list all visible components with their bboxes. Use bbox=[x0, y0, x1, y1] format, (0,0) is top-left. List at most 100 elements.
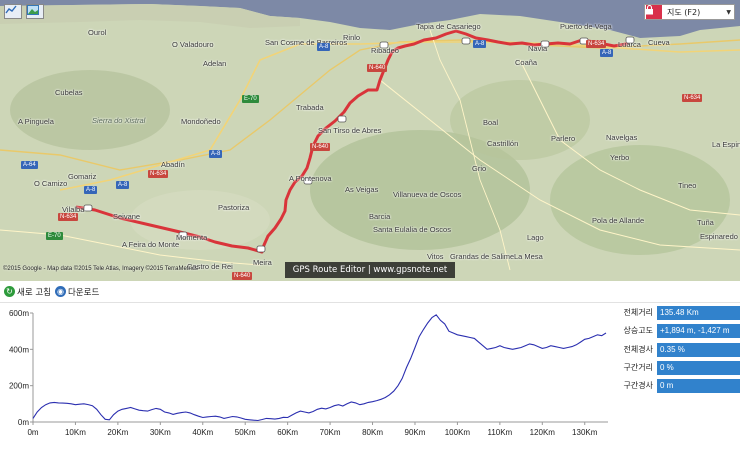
refresh-label: 새로 고침 bbox=[17, 287, 51, 298]
x-tick-label: 30Km bbox=[150, 428, 171, 437]
map-road-shield: A-8 bbox=[209, 150, 223, 158]
map-place-label: Parlero bbox=[551, 134, 576, 143]
download-label: 다운로드 bbox=[67, 287, 100, 298]
x-tick-label: 120Km bbox=[530, 428, 556, 437]
x-tick-label: 50Km bbox=[235, 428, 256, 437]
map-road-shield: N-640 bbox=[367, 64, 388, 72]
stat-segment-grade-value: 0 m bbox=[657, 378, 740, 393]
download-button[interactable]: ◉ 다운로드 bbox=[54, 286, 100, 298]
map-place-label: San Tirso de Abres bbox=[318, 126, 382, 135]
app-banner: GPS Route Editor | www.gpsnote.net bbox=[285, 262, 455, 278]
map-road-shield: N-634 bbox=[58, 213, 79, 221]
map-road-shield: A-8 bbox=[116, 181, 130, 189]
map-road-shield: N-634 bbox=[682, 94, 703, 102]
map-place-label: Puerto de Vega bbox=[560, 22, 612, 31]
map-type-label: 지도 (F2) bbox=[667, 7, 701, 17]
map-place-label: La Espina bbox=[712, 140, 740, 149]
x-tick-label: 100Km bbox=[445, 428, 471, 437]
map-place-label: A Pinguela bbox=[18, 117, 54, 126]
map-place-label: Vitos bbox=[427, 252, 444, 261]
stat-segment-distance: 구간거리 0 % bbox=[612, 360, 740, 375]
map-place-label: Grio bbox=[472, 164, 487, 173]
x-tick-label: 110Km bbox=[487, 428, 512, 437]
elevation-chart[interactable]: 0m 200m 400m 600m 0m 10Km 20Km 30Km 40Km 50Km 60Km… bbox=[0, 302, 612, 448]
map-place-label: Ribadeo bbox=[371, 46, 399, 55]
map-road-shield: E-70 bbox=[242, 95, 259, 103]
map-place-label: Barcia bbox=[369, 212, 391, 221]
map-place-label: Castro de Rei bbox=[187, 262, 233, 271]
refresh-icon: ↻ bbox=[4, 286, 15, 297]
map-place-label: Mondoñedo bbox=[181, 117, 221, 126]
map-place-label: O Camizo bbox=[34, 179, 68, 188]
stat-segment-grade-label: 구간경사 bbox=[623, 381, 653, 390]
map-place-label: Espinaredo bbox=[700, 232, 738, 241]
elevation-series-line bbox=[32, 314, 607, 422]
map-place-label: A Pontenova bbox=[289, 174, 332, 183]
x-tick-label: 20Km bbox=[107, 428, 128, 437]
map-place-label: Boal bbox=[483, 118, 499, 127]
stat-segment-grade: 구간경사 0 m bbox=[612, 378, 740, 393]
map-place-label: Luarca bbox=[618, 40, 641, 49]
route-stats-panel: 전체거리 135.48 Km 상승고도 +1,894 m, -1,427 m 전… bbox=[612, 302, 740, 448]
map-place-label: Gomariz bbox=[68, 172, 97, 181]
elevation-chart-svg: 0m 200m 400m 600m 0m 10Km 20Km 30Km 40Km 50Km 60Km… bbox=[9, 309, 608, 437]
lock-icon[interactable] bbox=[646, 5, 662, 19]
map-road-shield: N-634 bbox=[586, 40, 607, 48]
map-place-label: Lago bbox=[527, 233, 544, 242]
map-place-label: Tuña bbox=[697, 218, 714, 227]
image-tool-button[interactable] bbox=[26, 4, 44, 19]
map-place-label: Cubelas bbox=[55, 88, 83, 97]
y-tick-label: 0m bbox=[18, 418, 29, 427]
map-road-shield: N-634 bbox=[148, 170, 169, 178]
map-road-shield: A-8 bbox=[84, 186, 98, 194]
y-tick-label: 600m bbox=[9, 309, 29, 318]
stat-total-grade: 전체경사 0.35 % bbox=[612, 342, 740, 357]
map-place-label: O Valadouro bbox=[172, 40, 214, 49]
map-place-label: Abadín bbox=[161, 160, 185, 169]
map-road-shield: A-8 bbox=[473, 40, 487, 48]
map-place-label: Pola de Allande bbox=[592, 216, 645, 225]
map-place-label: Castrillón bbox=[487, 139, 519, 148]
stat-total-distance: 전체거리 135.48 Km bbox=[612, 305, 740, 320]
map-place-label: Navelgas bbox=[606, 133, 638, 142]
stat-ascent-value: +1,894 m, -1,427 m bbox=[657, 323, 740, 338]
x-tick-label: 90Km bbox=[405, 428, 426, 437]
refresh-button[interactable]: ↻ 새로 고침 bbox=[4, 286, 51, 298]
map-place-label: San Cosme de Barreiros bbox=[265, 38, 348, 47]
map-place-label: Navia bbox=[528, 44, 548, 53]
map-copyright: ©2015 Google - Map data ©2015 Tele Atlas… bbox=[3, 266, 198, 272]
stat-ascent-label: 상승고도 bbox=[623, 326, 653, 335]
stat-segment-distance-label: 구간거리 bbox=[623, 363, 653, 372]
y-tick-label: 400m bbox=[9, 345, 29, 354]
map-place-label: La Mesa bbox=[514, 252, 543, 261]
map-place-label: Rinlo bbox=[343, 33, 361, 42]
map-road-shield: N-640 bbox=[232, 272, 253, 280]
map-place-label: Seivane bbox=[113, 212, 141, 221]
route-map[interactable]: Ourol O Valadouro San Cosme de Barreiros Ri… bbox=[0, 0, 740, 281]
map-place-label: A Feira do Monte bbox=[122, 240, 180, 249]
picture-icon bbox=[27, 5, 39, 15]
stat-ascent: 상승고도 +1,894 m, -1,427 m bbox=[612, 323, 740, 338]
y-tick-label: 200m bbox=[9, 382, 29, 391]
map-tiles bbox=[0, 0, 740, 271]
map-road-shield: A-8 bbox=[317, 43, 331, 51]
map-place-label: Vilalba bbox=[62, 205, 85, 214]
map-place-label: Pastoriza bbox=[218, 203, 250, 212]
map-place-label: Cueva bbox=[648, 38, 670, 47]
route-tool-button[interactable] bbox=[4, 4, 22, 19]
map-place-label: Coaña bbox=[515, 58, 538, 67]
map-type-select[interactable]: 지도 (F2) ▼ bbox=[644, 4, 735, 20]
x-tick-label: 10Km bbox=[65, 428, 86, 437]
chevron-down-icon: ▼ bbox=[726, 8, 731, 16]
map-road-shield: N-640 bbox=[310, 143, 331, 151]
stat-total-distance-label: 전체거리 bbox=[623, 308, 653, 317]
x-tick-label: 40Km bbox=[192, 428, 213, 437]
map-place-label: Ourol bbox=[88, 28, 107, 37]
profile-toolbar: ↻ 새로 고침 ◉ 다운로드 bbox=[0, 281, 740, 303]
stat-total-grade-value: 0.35 % bbox=[657, 342, 740, 357]
map-place-label: Trabada bbox=[296, 103, 324, 112]
stat-total-grade-label: 전체경사 bbox=[623, 345, 653, 354]
map-place-label: As Veigas bbox=[345, 185, 379, 194]
map-place-label: Santa Eulalia de Oscos bbox=[373, 225, 451, 234]
map-place-label: Villanueva de Oscos bbox=[393, 190, 462, 199]
